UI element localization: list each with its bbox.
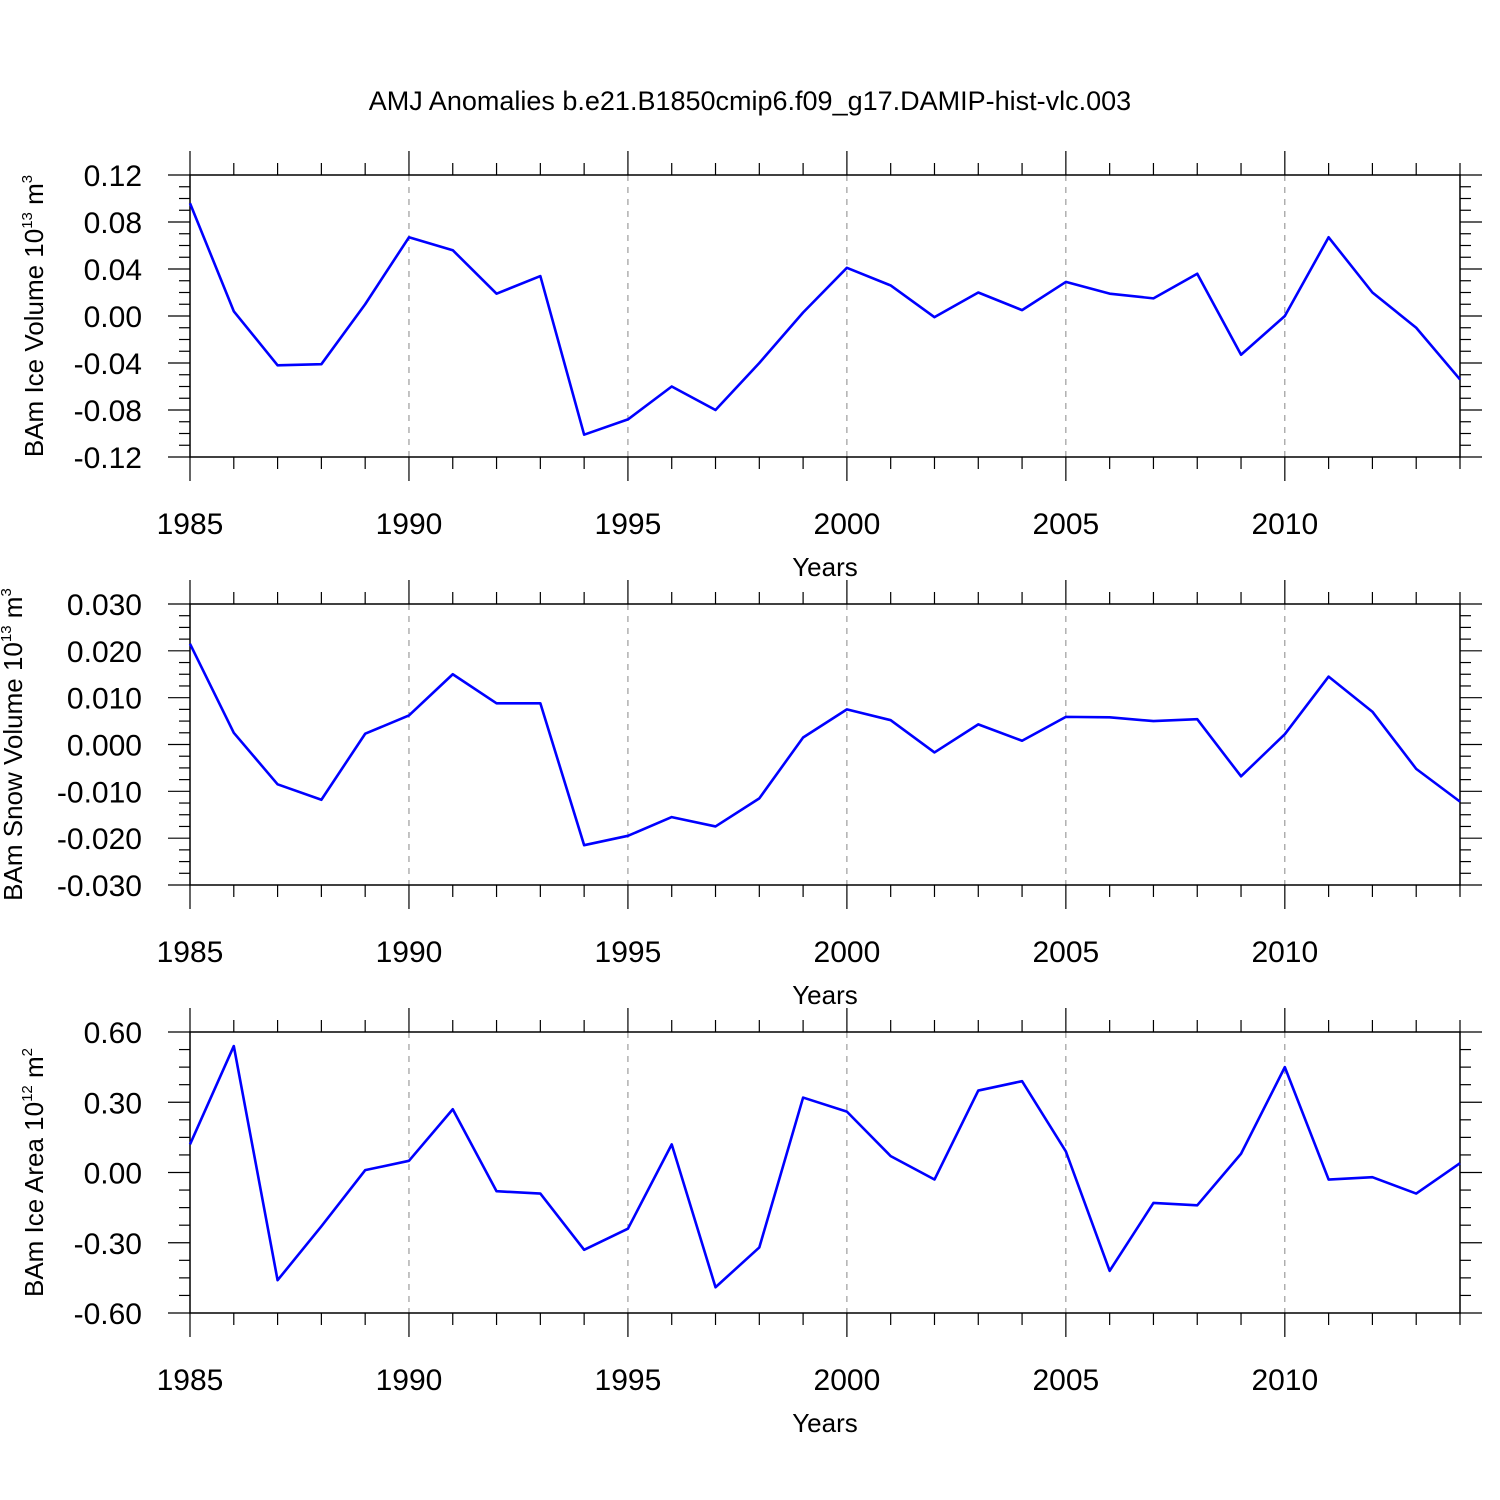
y-axis-label-part: m [19, 183, 49, 212]
y-tick-label: 0.00 [84, 301, 142, 334]
plot-frame [189, 603, 1461, 886]
y-tick-label: 0.020 [67, 636, 142, 669]
y-axis-label-part: BAm Snow Volume 10 [0, 642, 28, 901]
y-tick-label: 0.12 [84, 160, 142, 193]
x-tick-label: 2000 [814, 1364, 881, 1397]
x-tick-label: 2000 [814, 936, 881, 969]
y-axis-label-part: BAm Ice Volume 10 [19, 229, 49, 457]
panels: 0.12 0.08 0.04 0.00 -0.04 -0.08 -0.12 1985 1990 1… [0, 151, 1482, 1438]
x-axis-label: Years [792, 552, 858, 582]
x-tick-label: 2005 [1032, 508, 1099, 541]
series-line [188, 1044, 1461, 1289]
y-tick-label: 0.00 [84, 1158, 142, 1191]
figure-title: AMJ Anomalies b.e21.B1850cmip6.f09_g17.D… [369, 86, 1131, 116]
y-tick-label: 0.000 [67, 730, 142, 763]
x-tick-label: 1985 [157, 936, 224, 969]
x-tick-label: 2010 [1251, 508, 1318, 541]
series-line [188, 643, 1461, 847]
y-tick-label: -0.12 [74, 442, 142, 475]
y-axis-label-superscript: 13 [0, 625, 15, 642]
panel-2: 0.030 0.020 0.010 0.000 -0.010 -0.020 -0.030 19… [0, 580, 1482, 1010]
y-tick-label: -0.04 [74, 348, 142, 381]
panel-1: 0.12 0.08 0.04 0.00 -0.04 -0.08 -0.12 1985 1990 1… [19, 151, 1482, 582]
y-tick-label: 0.04 [84, 254, 142, 287]
x-tick-label: 1990 [376, 1364, 443, 1397]
y-axis-label-superscript: 13 [19, 212, 36, 229]
y-axis-label-superscript: 12 [19, 1085, 36, 1102]
y-axis-label-superscript: 3 [19, 175, 36, 183]
y-tick-label: -0.010 [57, 776, 142, 809]
x-tick-label: 2000 [814, 508, 881, 541]
y-tick-label: -0.020 [57, 823, 142, 856]
x-tick-label: 2010 [1251, 936, 1318, 969]
x-tick-label: 2005 [1032, 1364, 1099, 1397]
y-axis-label-superscript: 2 [19, 1048, 36, 1056]
y-axis-label-part: m [19, 1056, 49, 1085]
x-tick-label: 1990 [376, 508, 443, 541]
y-axis-label: BAm Ice Area 1012 m2 [19, 1048, 49, 1297]
x-tick-label: 1990 [376, 936, 443, 969]
x-tick-label: 1995 [595, 936, 662, 969]
y-tick-label: 0.010 [67, 683, 142, 716]
y-axis-label: BAm Ice Volume 1013 m3 [19, 175, 49, 457]
y-tick-label: 0.08 [84, 207, 142, 240]
series-line [188, 202, 1461, 436]
x-tick-label: 2005 [1032, 936, 1099, 969]
x-axis-label: Years [792, 980, 858, 1010]
y-tick-label: -0.08 [74, 395, 142, 428]
panel-3: 0.60 0.30 0.00 -0.30 -0.60 1985 1990 1995 2000 20… [19, 1008, 1482, 1438]
y-axis-label-part: BAm Ice Area 10 [19, 1102, 49, 1297]
x-tick-label: 1995 [595, 1364, 662, 1397]
x-tick-label: 1985 [157, 508, 224, 541]
x-tick-label: 1985 [157, 1364, 224, 1397]
x-axis-label: Years [792, 1408, 858, 1438]
y-axis-label: BAm Snow Volume 1013 m3 [0, 588, 28, 901]
y-tick-label: 0.30 [84, 1087, 142, 1120]
x-tick-label: 2010 [1251, 1364, 1318, 1397]
y-tick-label: 0.030 [67, 589, 142, 622]
x-tick-label: 1995 [595, 508, 662, 541]
plot-frame [189, 1031, 1461, 1314]
y-tick-label: -0.030 [57, 870, 142, 903]
y-tick-label: -0.30 [74, 1228, 142, 1261]
y-tick-label: -0.60 [74, 1298, 142, 1331]
y-axis-label-part: m [0, 597, 28, 626]
y-tick-label: 0.60 [84, 1017, 142, 1050]
y-axis-label-superscript: 3 [0, 588, 15, 596]
plot-frame [189, 174, 1461, 458]
